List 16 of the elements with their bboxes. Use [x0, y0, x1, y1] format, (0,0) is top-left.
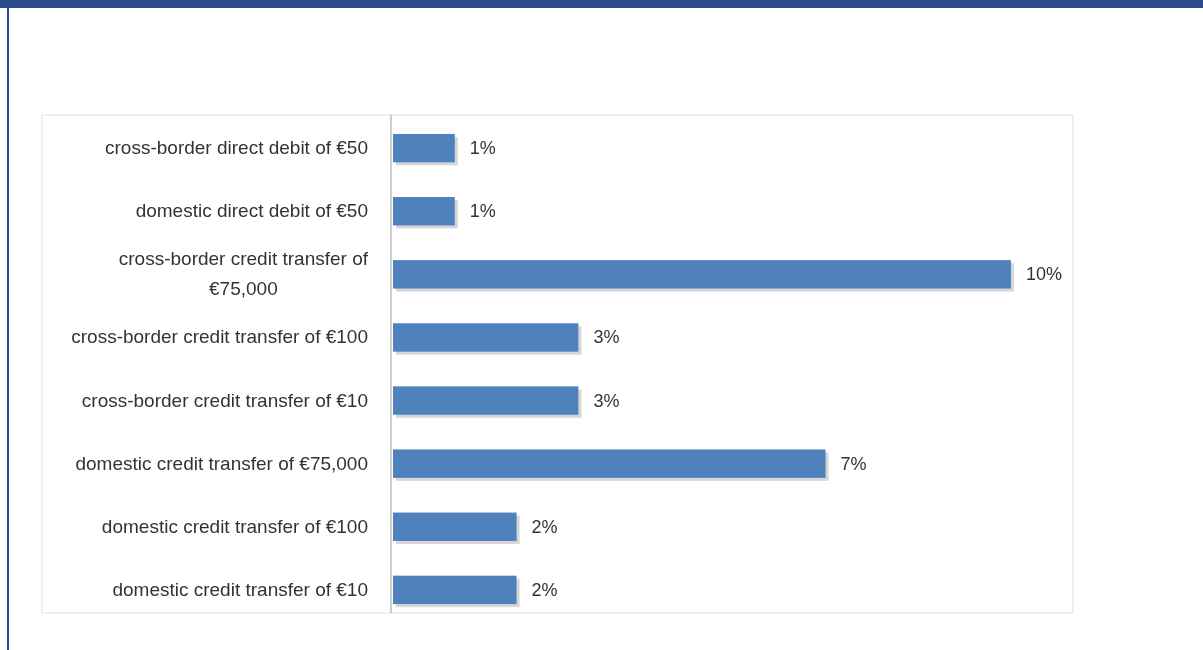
- y-tick-label: domestic credit transfer of €10: [112, 578, 368, 600]
- y-tick-label: cross-border credit transfer of €100: [71, 326, 368, 348]
- y-tick-label: cross-border credit transfer of €75,000: [118, 248, 369, 300]
- y-tick-label: cross-border direct debit of €50: [105, 137, 368, 159]
- data-label: 7%: [840, 453, 867, 474]
- y-tick-label: domestic direct debit of €50: [135, 200, 368, 222]
- data-label: 1%: [469, 201, 496, 222]
- data-label: 2%: [531, 579, 558, 600]
- data-label: 3%: [593, 327, 620, 348]
- data-label: 1%: [469, 138, 496, 159]
- y-tick-label: domestic credit transfer of €75,000: [75, 452, 368, 474]
- y-tick-label: cross-border credit transfer of €10: [81, 389, 368, 411]
- data-label: 10%: [1025, 264, 1062, 285]
- y-tick-label: domestic credit transfer of €100: [101, 515, 368, 537]
- data-label: 3%: [593, 390, 620, 411]
- data-label: 2%: [531, 516, 558, 537]
